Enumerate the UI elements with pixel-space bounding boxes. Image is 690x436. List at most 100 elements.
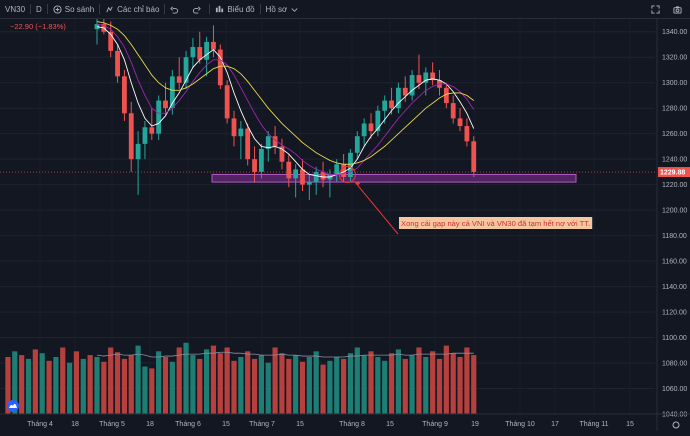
candle-body	[457, 118, 463, 127]
chevron-down-icon	[291, 7, 298, 12]
volume-bar	[87, 355, 93, 414]
toolbar-divider	[30, 4, 32, 14]
y-tick-label: 1320.00	[662, 55, 687, 62]
candle-body	[402, 87, 408, 96]
annotation-circle	[338, 165, 356, 183]
profile-label: Hồ sơ	[265, 4, 288, 14]
y-tick-label: 1100.00	[662, 335, 687, 342]
volume-bar	[272, 347, 278, 414]
volume-bar	[217, 353, 223, 414]
volume-bar	[450, 353, 456, 414]
moving-average-line	[96, 26, 475, 178]
candle-body	[197, 47, 203, 60]
annotations: Xong cái gạp này cả VNI và VN30 đã tạm h…	[338, 165, 593, 235]
volume-bar	[73, 351, 80, 414]
volume-bar	[32, 349, 38, 414]
screenshot-button[interactable]	[668, 0, 690, 18]
toolbar-divider	[164, 4, 166, 14]
candle-body	[396, 87, 401, 109]
plus-circle-icon	[53, 4, 62, 14]
interval-selector[interactable]: D	[31, 0, 47, 18]
support-zone-rect[interactable]	[211, 173, 577, 183]
candle-body	[430, 72, 436, 81]
volume-bar	[169, 361, 175, 414]
volume-bar	[388, 353, 395, 414]
candle-body	[211, 41, 216, 50]
candle-body	[279, 146, 285, 162]
candle-body	[224, 85, 230, 119]
volume-bar	[245, 351, 251, 414]
chart-type-button[interactable]: Biểu đồ	[210, 0, 259, 18]
candle-body	[122, 76, 127, 114]
gear-icon[interactable]	[672, 421, 680, 429]
redo-icon	[193, 5, 202, 14]
volume-bar	[306, 357, 312, 414]
toolbar-divider	[46, 4, 48, 14]
volume-bar	[80, 358, 86, 414]
time-axis[interactable]: Tháng 4 18 Tháng 5 18 Tháng 6 15 Tháng 7 15 Thán…	[0, 400, 690, 428]
candle-body	[128, 113, 134, 160]
candle-body	[286, 161, 292, 179]
candle-body	[94, 24, 100, 30]
volume-bar	[409, 355, 415, 414]
last-price-label: 1229.88	[660, 170, 685, 177]
candle-body	[238, 128, 244, 137]
volume-bar	[101, 361, 107, 414]
candle-body	[320, 171, 326, 180]
candle-body	[259, 148, 264, 172]
volume-bar	[46, 360, 52, 414]
volume-bar	[67, 362, 73, 414]
volume-bar	[443, 345, 449, 414]
redo-button[interactable]	[187, 0, 209, 18]
volume-bar	[313, 351, 319, 414]
volume-bar	[423, 357, 429, 414]
toolbar-divider	[99, 4, 101, 14]
interval-label: D	[36, 4, 42, 14]
price-axis[interactable]: 1340.00 1320.00 1300.00 1280.00 1260.00 1240.…	[656, 19, 690, 431]
indicator-fx-icon	[106, 6, 113, 12]
candle-body	[252, 159, 257, 172]
profile-button[interactable]: Hồ sơ	[261, 0, 305, 18]
indicators-button[interactable]: Các chỉ báo	[100, 0, 164, 18]
volume-bar	[176, 347, 182, 414]
undo-button[interactable]	[165, 0, 187, 18]
y-tick-label: 1160.00	[662, 259, 687, 266]
compare-button[interactable]: So sánh	[48, 0, 99, 18]
volume-bar	[12, 351, 18, 414]
volume-bar	[156, 351, 162, 414]
volume-bar	[231, 360, 237, 414]
candle-body	[169, 76, 175, 109]
volume-bar	[382, 360, 388, 414]
candle-body	[176, 76, 182, 83]
y-tick-label: 1280.00	[662, 106, 687, 113]
symbol-selector[interactable]: VN30	[0, 0, 30, 18]
moving-average-line	[96, 21, 475, 165]
volume-bar	[183, 342, 189, 414]
volume-bar	[94, 357, 100, 414]
candle-body	[361, 123, 367, 137]
volume-bar	[416, 347, 422, 414]
volume-bar	[5, 357, 11, 414]
volume-bar	[402, 358, 408, 414]
candle-body	[306, 182, 312, 185]
support-zone[interactable]	[211, 173, 577, 183]
x-tick-label: 19	[471, 421, 479, 428]
tradingview-logo[interactable]	[7, 400, 19, 412]
volume-bar	[39, 353, 45, 414]
moving-averages	[96, 21, 475, 178]
candle-body	[300, 169, 305, 185]
x-tick-label: 15	[296, 421, 304, 428]
annotation-arrowhead	[354, 181, 361, 186]
y-tick-label: 1040.00	[662, 412, 687, 419]
candlestick-chart: Xong cái gạp này cả VNI và VN30 đã tạm h…	[0, 16, 690, 431]
chart-area[interactable]: Xong cái gạp này cả VNI và VN30 đã tạm h…	[0, 16, 690, 431]
y-tick-label: 1140.00	[662, 284, 687, 291]
candle-body	[341, 164, 346, 177]
volume-bar	[19, 355, 25, 414]
candle-body	[265, 136, 271, 149]
chart-toolbar: VN30 D So sánh Các chỉ báo Biểu đồ Hồ sơ	[0, 0, 690, 19]
annotation-arrow-line	[354, 181, 399, 235]
y-tick-label: 1060.00	[662, 386, 687, 393]
volume-bar	[327, 360, 333, 414]
fullscreen-button[interactable]	[646, 0, 668, 18]
